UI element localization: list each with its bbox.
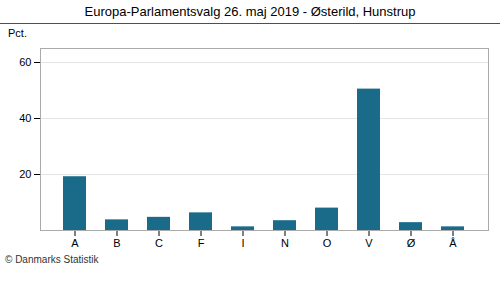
html-text:Europa-Parlamentsvalg 26. maj: Europa-Parlamentsvalg 26. maj 2019 - Øst…	[84, 4, 416, 19]
svg-text:A: A	[71, 237, 79, 249]
svg-text:20: 20	[19, 168, 31, 180]
html-text:© Danmarks Statistik: © Danmarks Statistik	[5, 254, 99, 265]
svg-text:F: F	[198, 237, 205, 249]
svg-text:N: N	[281, 237, 289, 249]
svg-text:B: B	[113, 237, 120, 249]
html-text:Pct.: Pct.	[8, 27, 27, 39]
svg-text:C: C	[155, 237, 163, 249]
svg-text:V: V	[365, 237, 373, 249]
svg-text:40: 40	[19, 112, 31, 124]
svg-text:Ø: Ø	[407, 237, 416, 249]
svg-text:60: 60	[19, 56, 31, 68]
svg-text:O: O	[323, 237, 332, 249]
svg-text:I: I	[241, 237, 244, 249]
svg-text:Å: Å	[449, 237, 457, 249]
